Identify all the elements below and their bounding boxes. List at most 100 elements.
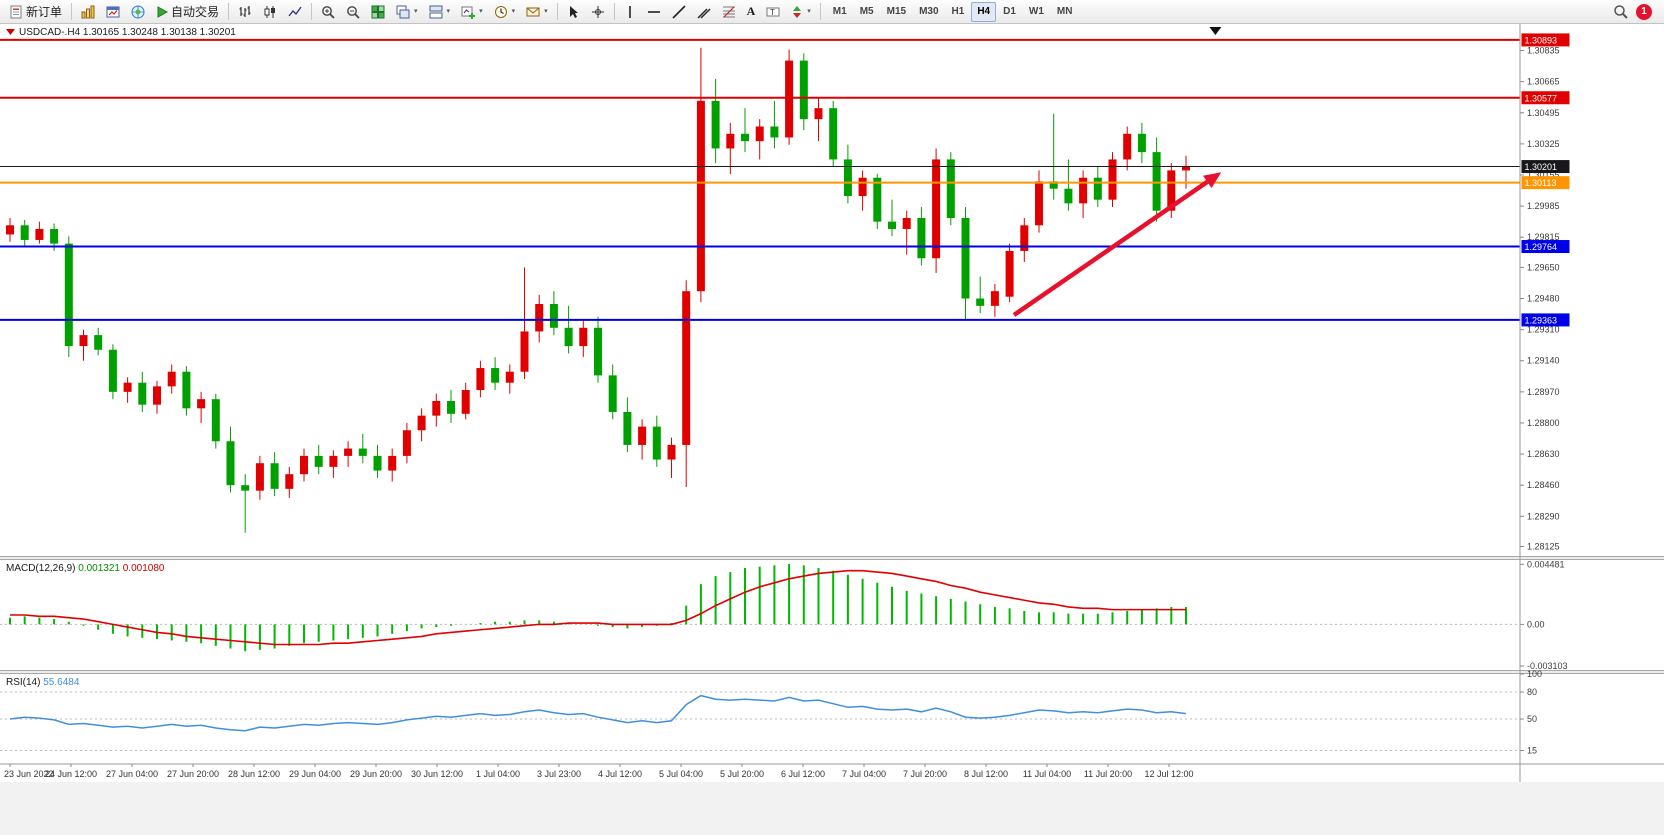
toolbar-separator: [228, 3, 230, 20]
candlestick: [814, 97, 823, 142]
panel-divider[interactable]: [0, 556, 1664, 560]
periods-button[interactable]: ▾: [489, 2, 521, 22]
candlestick: [417, 408, 426, 442]
candlestick: [976, 276, 985, 314]
zoom-in-button[interactable]: [316, 2, 340, 22]
crosshair-icon: [591, 5, 604, 18]
timeframe-w1-button[interactable]: W1: [1023, 2, 1050, 22]
trendline-tool-button[interactable]: [667, 2, 691, 22]
main-toolbar: 新订单: [0, 0, 1664, 24]
cursor-icon: [569, 5, 578, 18]
tile-windows-button[interactable]: [366, 2, 390, 22]
timeframe-m15-button[interactable]: M15: [881, 2, 912, 22]
navigator-button[interactable]: [126, 2, 150, 22]
candlestick: [182, 366, 191, 416]
candlestick: [285, 466, 294, 498]
price-axis[interactable]: 1.30835 1.30665 1.30495 1.30325 1.30155 1.299…: [1519, 24, 1570, 782]
channel-tool-button[interactable]: [692, 2, 716, 22]
candlestick: [432, 393, 441, 427]
price-tick: 1.29815: [1527, 232, 1560, 242]
new-order-button[interactable]: 新订单: [4, 2, 67, 22]
candlestick: [711, 78, 720, 164]
price-tick: 1.28290: [1527, 511, 1560, 521]
price-tick: 1.30325: [1527, 139, 1560, 149]
candlestick: [888, 199, 896, 237]
cascade-windows-button[interactable]: ▾: [391, 2, 423, 22]
candlestick: [505, 364, 514, 394]
fibonacci-tool-button[interactable]: [717, 2, 741, 22]
candlestick: [638, 419, 647, 460]
panel-divider[interactable]: [0, 670, 1664, 674]
candlestick: [990, 283, 999, 317]
candlestick-mode-button[interactable]: [258, 2, 282, 22]
bar-marker-icon: [1209, 27, 1222, 35]
chart-window: USDCAD-.H4 1.30165 1.30248 1.30138 1.302…: [0, 24, 1664, 835]
arrows-tool-button[interactable]: ▾: [786, 2, 816, 22]
timeframe-h1-button[interactable]: H1: [946, 2, 971, 22]
trend-arrow-line[interactable]: [1012, 180, 1209, 317]
zoom-in-icon: [322, 5, 335, 19]
candlestick: [1123, 126, 1132, 171]
time-label: 7 Jul 04:00: [842, 769, 886, 779]
timeframe-d1-button[interactable]: D1: [997, 2, 1022, 22]
candlestick: [491, 357, 500, 391]
vertical-line-tool-button[interactable]: [619, 2, 641, 22]
price-tick: 1.28800: [1527, 418, 1560, 428]
candlestick: [564, 305, 573, 354]
crosshair-tool-button[interactable]: [586, 2, 610, 22]
chart-canvas[interactable]: USDCAD-.H4 1.30165 1.30248 1.30138 1.302…: [0, 24, 1664, 835]
auto-trading-button[interactable]: 自动交易: [151, 2, 224, 22]
price-tick: 1.29480: [1527, 294, 1560, 304]
rsi-tick: 100: [1527, 669, 1542, 679]
line-chart-mode-button[interactable]: [283, 2, 307, 22]
price-badge-label: 1.30201: [1525, 162, 1558, 172]
candlestick: [535, 294, 544, 343]
time-label: 3 Jul 23:00: [537, 769, 581, 779]
candlestick: [843, 144, 852, 204]
candlestick: [197, 391, 206, 423]
candlestick: [946, 152, 955, 226]
candlestick-icon: [264, 5, 276, 18]
clock-icon: [494, 5, 507, 18]
timeframe-mn-button[interactable]: MN: [1051, 2, 1079, 22]
candlestick: [917, 207, 926, 266]
arrange-windows-button[interactable]: ▾: [424, 2, 456, 22]
vertical-line-icon: [628, 5, 631, 18]
price-badge-label: 1.30577: [1525, 93, 1558, 103]
candlestick: [476, 360, 485, 398]
macd-tick: 0.00: [1527, 619, 1545, 629]
chart-symbol-marker-icon: [6, 29, 15, 35]
rsi-line: [9, 694, 1187, 732]
cursor-tool-button[interactable]: [562, 2, 585, 22]
candlestick: [858, 170, 867, 211]
tile-windows-icon: [371, 5, 385, 18]
auto-trading-label: 自动交易: [171, 5, 220, 19]
text-tool-button[interactable]: A: [742, 2, 761, 22]
market-watch-button[interactable]: [76, 2, 100, 22]
zoom-out-button[interactable]: [341, 2, 365, 22]
timeframe-h4-button[interactable]: H4: [971, 1, 997, 22]
trend-arrow-head[interactable]: [1203, 172, 1222, 189]
time-label: 27 Jun 20:00: [167, 769, 219, 779]
macd-tick: -0.003103: [1527, 661, 1568, 671]
notification-badge[interactable]: 1: [1636, 3, 1652, 20]
text-label-tool-button[interactable]: T: [761, 2, 785, 22]
data-window-button[interactable]: [101, 2, 125, 22]
candlestick: [300, 448, 308, 482]
timeframe-m1-button[interactable]: M1: [827, 2, 853, 22]
price-tick: 1.29140: [1527, 356, 1560, 366]
bar-chart-mode-button[interactable]: [233, 2, 257, 22]
timeframe-m5-button[interactable]: M5: [854, 2, 880, 22]
new-chart-button[interactable]: ▾: [456, 2, 488, 22]
toolbar-separator: [311, 3, 313, 20]
search-icon[interactable]: [1613, 4, 1628, 19]
dropdown-caret: ▾: [807, 8, 811, 15]
candlestick: [358, 433, 367, 464]
timeframe-m30-button[interactable]: M30: [913, 2, 944, 22]
candlestick: [1064, 159, 1073, 211]
candlestick: [388, 448, 397, 482]
templates-button[interactable]: ▾: [521, 2, 553, 22]
price-badge-1.30201: 1.30201: [1521, 160, 1570, 174]
horizontal-line-tool-button[interactable]: [642, 2, 666, 22]
